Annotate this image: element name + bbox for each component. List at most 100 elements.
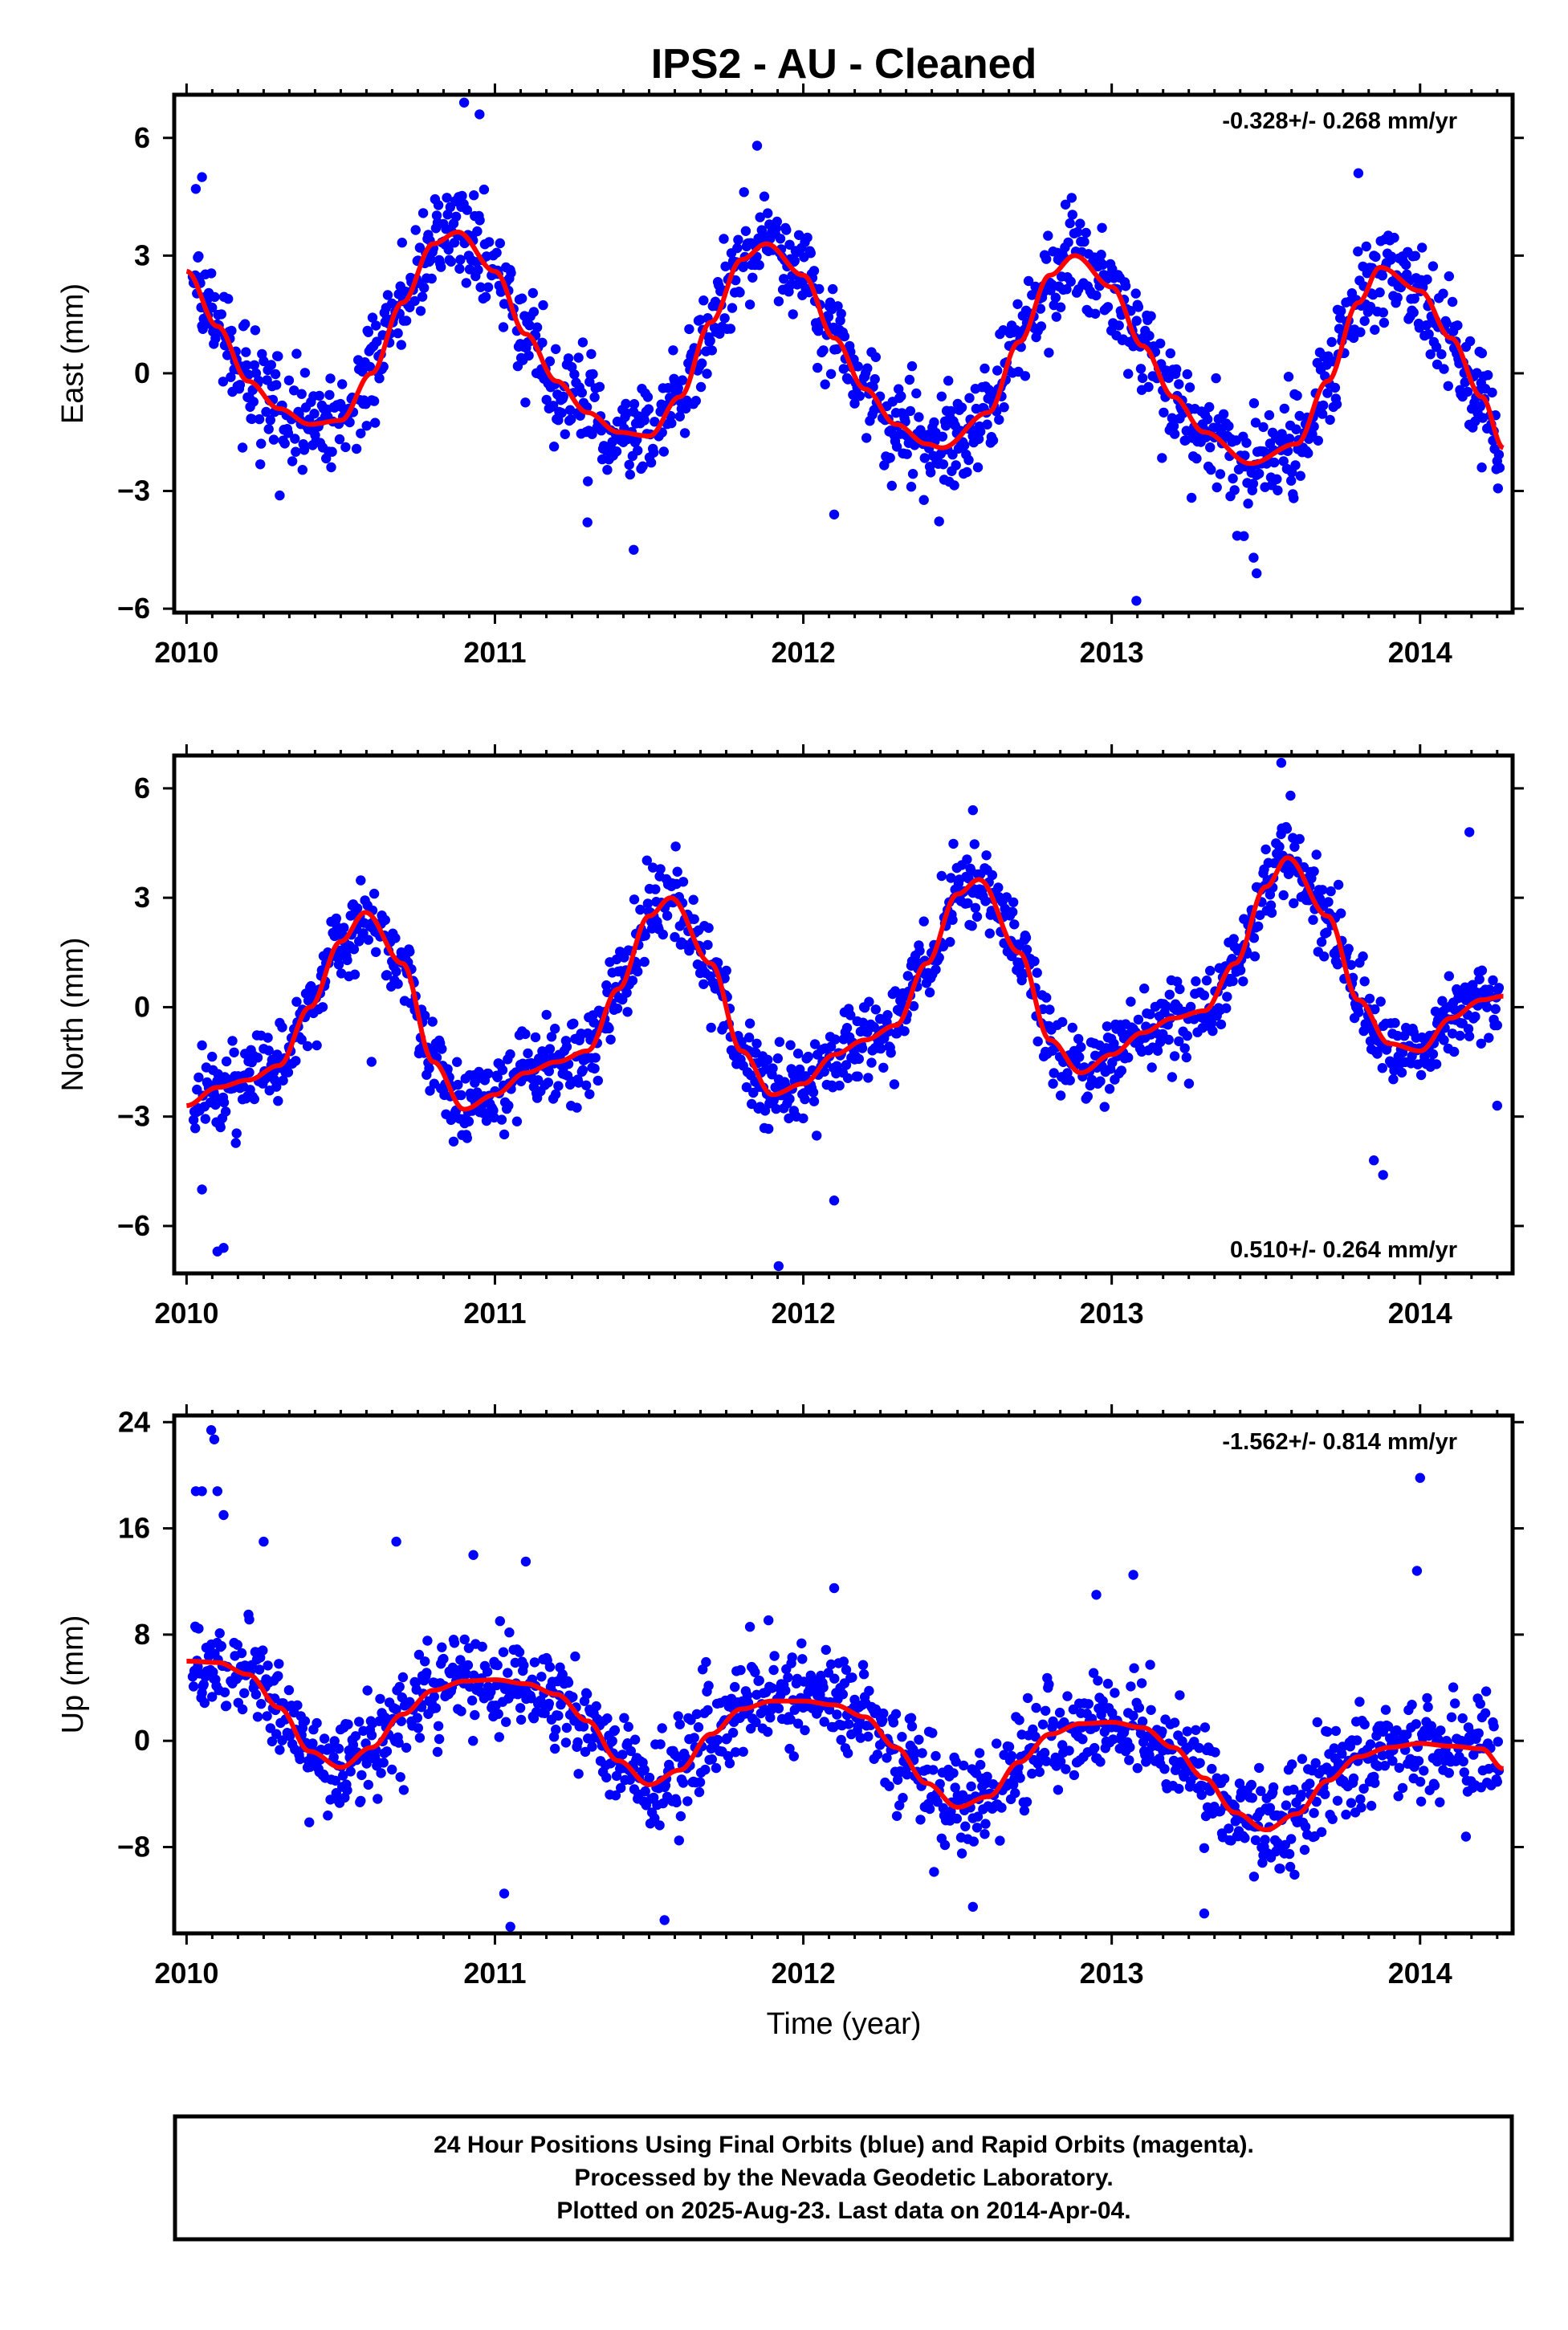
data-point	[621, 398, 631, 409]
data-point	[188, 1114, 199, 1126]
data-point	[433, 200, 444, 210]
x-tick-label: 2013	[1080, 636, 1144, 669]
data-point	[299, 1716, 311, 1726]
data-point	[336, 968, 347, 979]
data-point	[586, 348, 597, 360]
data-point	[610, 1790, 621, 1801]
data-point	[363, 327, 373, 337]
data-point	[825, 369, 837, 379]
data-point	[474, 109, 485, 120]
data-point	[772, 1053, 783, 1064]
data-point	[503, 1100, 514, 1111]
data-point	[968, 1836, 979, 1847]
data-point	[570, 1651, 580, 1662]
data-point	[283, 375, 295, 385]
data-point	[580, 1746, 591, 1758]
data-point	[1169, 1717, 1180, 1728]
data-point	[275, 490, 285, 501]
data-point	[256, 438, 267, 449]
data-point	[819, 1066, 829, 1077]
data-point	[283, 1067, 294, 1077]
data-point	[1073, 1033, 1084, 1045]
data-point	[480, 291, 491, 302]
data-point	[1292, 390, 1302, 401]
data-point	[506, 267, 516, 279]
data-point	[573, 1769, 584, 1779]
data-point	[1010, 1788, 1020, 1798]
data-point	[890, 1709, 902, 1719]
data-point	[1365, 1036, 1376, 1047]
data-point	[573, 1077, 584, 1088]
data-point	[1411, 1719, 1422, 1729]
data-point	[372, 336, 382, 347]
data-point	[658, 929, 668, 940]
data-point	[1476, 1038, 1487, 1049]
data-point	[1031, 1702, 1041, 1713]
data-point	[414, 1733, 426, 1743]
data-point	[975, 1759, 986, 1770]
y-tick-label: 6	[134, 121, 150, 154]
data-point	[1054, 1707, 1065, 1718]
data-point	[742, 1690, 753, 1701]
data-point	[999, 402, 1009, 413]
data-point	[361, 1758, 372, 1769]
data-point	[829, 1583, 840, 1594]
data-point	[702, 369, 712, 379]
data-point	[520, 397, 531, 408]
data-point	[632, 959, 642, 969]
data-point	[420, 1010, 430, 1021]
data-point	[832, 1709, 842, 1720]
data-point	[193, 1072, 204, 1083]
data-point	[1493, 483, 1504, 494]
data-point	[781, 225, 792, 235]
data-point	[937, 431, 948, 442]
data-point	[973, 434, 984, 444]
data-point	[200, 1114, 210, 1124]
data-point	[1330, 1725, 1342, 1737]
data-point	[1410, 251, 1421, 261]
data-point	[430, 1703, 442, 1713]
data-point	[1396, 1067, 1407, 1078]
data-point	[1216, 1019, 1227, 1030]
data-point	[975, 426, 986, 437]
data-point	[611, 446, 622, 457]
data-point	[419, 283, 430, 293]
data-point	[252, 1053, 263, 1063]
data-point	[919, 453, 931, 463]
data-point	[1072, 226, 1083, 238]
data-point	[1355, 327, 1366, 337]
data-point	[207, 1692, 218, 1702]
data-point	[188, 1681, 199, 1692]
data-point	[226, 325, 237, 336]
data-point	[246, 413, 257, 425]
data-point	[1377, 1063, 1388, 1073]
data-point	[1278, 890, 1289, 901]
data-point	[1341, 1809, 1351, 1820]
data-point	[671, 1797, 682, 1808]
data-point	[1125, 1742, 1135, 1753]
data-point	[591, 1701, 601, 1712]
data-point	[381, 1746, 393, 1757]
data-point	[732, 242, 743, 254]
data-point	[344, 417, 355, 428]
data-point	[1243, 499, 1253, 509]
data-point	[373, 1794, 383, 1804]
data-point	[391, 1536, 401, 1547]
data-point	[1447, 296, 1458, 308]
data-point	[1375, 287, 1385, 298]
data-point	[1264, 409, 1275, 421]
data-point	[563, 353, 574, 364]
data-point	[226, 372, 236, 382]
data-point	[707, 1754, 717, 1765]
data-point	[1146, 1705, 1156, 1715]
data-point	[209, 1434, 220, 1445]
data-point	[1318, 400, 1329, 411]
data-point	[735, 287, 745, 298]
data-point	[1027, 1768, 1037, 1779]
data-point	[1133, 302, 1144, 312]
data-point	[517, 293, 527, 303]
data-point	[1431, 1059, 1442, 1069]
data-point	[1035, 303, 1046, 314]
data-point	[1032, 967, 1042, 978]
data-point	[1195, 1758, 1205, 1768]
